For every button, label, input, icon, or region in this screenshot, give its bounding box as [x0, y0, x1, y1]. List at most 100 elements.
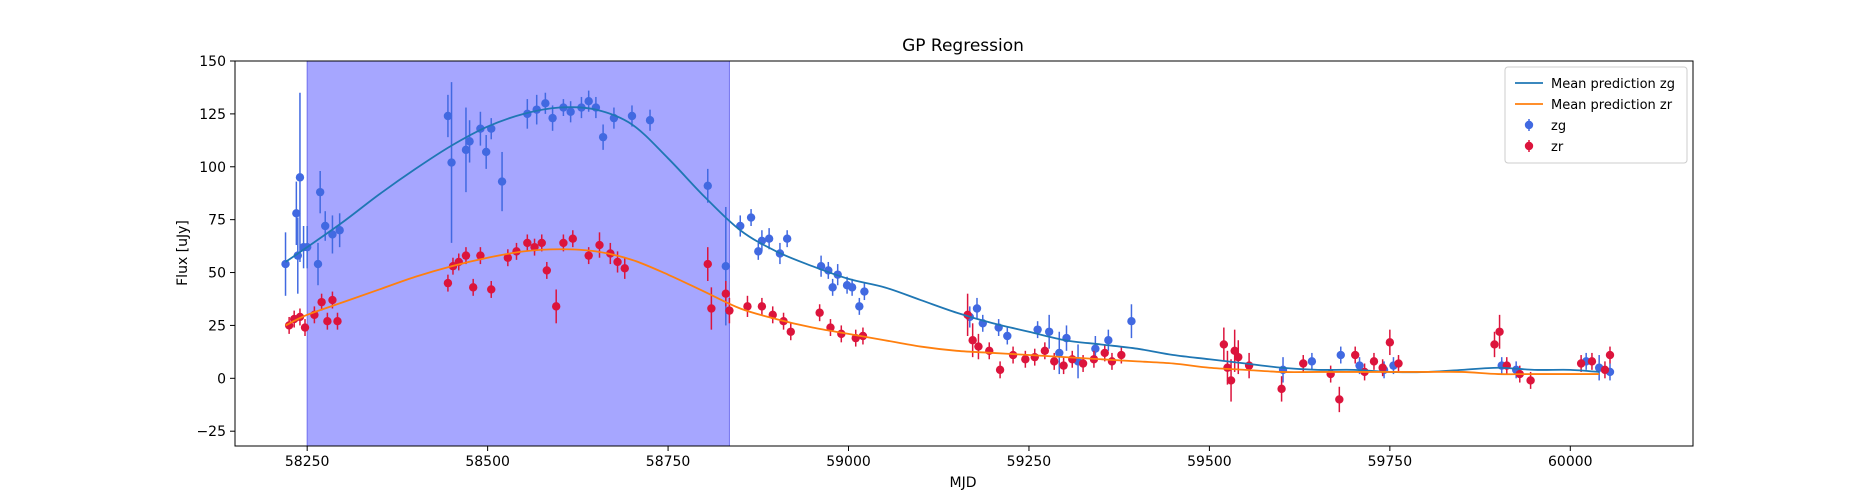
data-point — [786, 327, 795, 336]
data-point — [1050, 357, 1059, 366]
data-point — [443, 278, 453, 288]
data-point — [1040, 346, 1050, 356]
data-point — [1226, 376, 1236, 385]
data-point — [855, 302, 864, 311]
data-point — [1008, 350, 1018, 360]
data-point — [1526, 376, 1535, 385]
data-point — [782, 234, 792, 243]
data-point — [335, 226, 344, 235]
data-point — [1100, 348, 1109, 358]
axes-layer: 58250 58500 58750 59000 59250 59500 59750 60000… — [196, 54, 1694, 470]
y-tick-label: 100 — [199, 160, 226, 176]
data-point — [321, 221, 330, 231]
y-axis-label: Flux [uJy] — [175, 220, 191, 286]
data-point — [847, 283, 857, 292]
legend-entry-label: Mean prediction zg — [1551, 77, 1675, 92]
data-point — [598, 132, 608, 142]
y-tick-label: 150 — [199, 54, 226, 70]
data-point — [559, 238, 568, 248]
data-point — [317, 297, 326, 307]
data-point — [584, 96, 593, 106]
data-point — [620, 264, 629, 273]
data-point — [1307, 357, 1317, 366]
data-point — [1335, 395, 1344, 404]
data-point — [972, 304, 982, 313]
legend-marker-swatch — [1524, 141, 1534, 151]
data-point — [1378, 363, 1387, 372]
data-point — [584, 251, 593, 260]
data-point — [1107, 357, 1117, 366]
data-point — [328, 295, 337, 305]
x-tick-label: 58750 — [646, 454, 691, 470]
data-point — [1068, 355, 1077, 364]
data-point — [1104, 336, 1113, 345]
chart-title: GP Regression — [902, 36, 1024, 56]
data-point — [645, 116, 655, 125]
data-point — [721, 261, 731, 271]
legend-entry-label: zg — [1551, 119, 1566, 134]
data-point — [523, 238, 532, 248]
data-point — [703, 181, 712, 191]
data-point — [764, 234, 774, 243]
data-point — [1576, 359, 1586, 368]
data-point — [1385, 338, 1395, 347]
data-point — [281, 259, 290, 269]
x-tick-label: 59500 — [1187, 454, 1232, 470]
data-point — [551, 302, 561, 311]
data-point — [1044, 327, 1054, 336]
y-tick-label: 25 — [208, 318, 226, 334]
data-point — [1277, 384, 1286, 394]
data-point — [461, 251, 471, 260]
x-tick-label: 58500 — [465, 454, 510, 470]
data-point — [1587, 357, 1597, 366]
y-tick-label: 125 — [199, 107, 226, 123]
data-point — [595, 240, 604, 250]
data-point — [1495, 327, 1504, 336]
legend: Mean prediction zg Mean prediction zr zg zr — [1504, 66, 1688, 164]
y-tick-label: 50 — [208, 266, 226, 282]
data-point — [566, 107, 575, 116]
data-point — [1033, 325, 1042, 334]
plot-frame — [234, 60, 1694, 447]
data-point — [503, 253, 513, 262]
data-point — [627, 111, 637, 121]
data-point — [613, 257, 622, 267]
data-point — [328, 230, 337, 239]
data-point — [468, 283, 478, 292]
x-tick-label: 60000 — [1548, 454, 1593, 470]
legend-marker-swatch — [1524, 120, 1534, 130]
data-point — [815, 308, 824, 317]
data-point — [465, 137, 474, 146]
data-point — [1299, 359, 1308, 368]
data-point — [300, 323, 310, 332]
data-point — [974, 342, 983, 351]
data-point — [860, 287, 869, 296]
data-point — [1091, 344, 1100, 353]
data-point — [1055, 348, 1064, 358]
y-tick-label: 75 — [208, 213, 226, 229]
data-point — [1355, 361, 1364, 370]
data-point — [828, 283, 837, 292]
data-point — [542, 266, 552, 275]
data-point — [497, 177, 507, 186]
x-tick-label: 58250 — [285, 454, 330, 470]
data-point — [1059, 361, 1068, 370]
data-point — [743, 302, 752, 311]
data-point — [1030, 352, 1039, 362]
y-tick-label: −25 — [196, 424, 226, 440]
data-point — [443, 111, 453, 121]
data-point — [707, 304, 716, 313]
data-point — [721, 289, 731, 298]
data-point — [754, 247, 763, 256]
data-point — [537, 238, 546, 248]
data-point — [968, 336, 977, 345]
data-point — [313, 259, 323, 269]
y-tick-label: 0 — [217, 371, 226, 387]
x-tick-label: 59750 — [1368, 454, 1413, 470]
x-axis-label: MJD — [950, 475, 977, 491]
data-point — [1234, 352, 1243, 362]
legend-entry-label: zr — [1551, 140, 1564, 155]
data-point — [476, 251, 485, 260]
data-point — [323, 316, 332, 326]
